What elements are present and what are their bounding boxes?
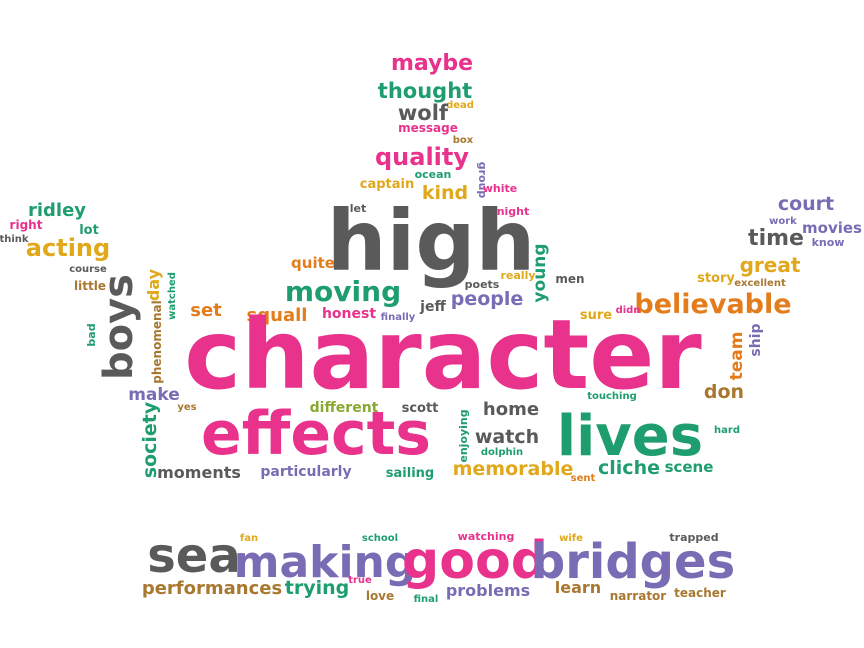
word-lives: lives <box>557 404 703 469</box>
word-kind: kind <box>422 182 468 204</box>
word-watching: watching <box>458 530 515 543</box>
word-group: group <box>476 162 489 199</box>
word-team: team <box>727 332 747 381</box>
word-character: character <box>184 299 702 411</box>
word-quite: quite <box>291 254 335 272</box>
word-men: men <box>555 272 584 286</box>
word-time: time <box>748 226 804 251</box>
word-performances: performances <box>142 578 282 599</box>
word-bad: bad <box>85 323 98 346</box>
word-don: don <box>704 381 744 403</box>
word-excellent: excellent <box>734 278 786 289</box>
word-enjoying: enjoying <box>457 409 470 462</box>
word-teacher: teacher <box>674 586 726 600</box>
word-quality: quality <box>375 143 469 171</box>
word-moments: moments <box>157 463 241 482</box>
word-jeff: jeff <box>419 299 446 315</box>
word-narrator: narrator <box>610 589 667 603</box>
word-dolphin: dolphin <box>481 447 523 458</box>
word-right: right <box>10 218 43 232</box>
word-different: different <box>310 400 379 416</box>
word-final: final <box>414 594 439 605</box>
word-sailing: sailing <box>386 466 434 481</box>
word-trying: trying <box>285 577 349 599</box>
word-box: box <box>453 135 474 146</box>
word-ocean: ocean <box>415 168 452 181</box>
word-thought: thought <box>378 79 472 103</box>
word-people: people <box>451 288 524 310</box>
word-court: court <box>778 193 834 215</box>
word-memorable: memorable <box>453 458 574 480</box>
word-set: set <box>190 300 222 321</box>
word-fan: fan <box>240 533 258 544</box>
word-work: work <box>769 216 797 227</box>
word-night: night <box>497 205 530 218</box>
word-young: young <box>530 243 550 302</box>
word-wife: wife <box>559 533 583 544</box>
word-problems: problems <box>446 581 530 600</box>
word-believable: believable <box>634 289 791 320</box>
word-finally: finally <box>381 312 416 323</box>
word-watched: watched <box>167 272 178 320</box>
word-learn: learn <box>555 578 601 597</box>
word-dead: dead <box>446 100 474 111</box>
word-sure: sure <box>580 308 612 323</box>
word-making: making <box>234 537 417 588</box>
word-ridley: ridley <box>28 200 86 221</box>
word-hard: hard <box>714 425 740 436</box>
word-movies: movies <box>802 219 862 237</box>
word-yes: yes <box>177 402 196 413</box>
word-captain: captain <box>360 177 414 192</box>
word-course: course <box>69 264 107 275</box>
word-good: good <box>402 531 548 591</box>
word-school: school <box>362 533 398 544</box>
word-boys: boys <box>96 274 142 380</box>
word-let: let <box>350 202 367 215</box>
word-didn: didn <box>616 305 641 316</box>
word-sea: sea <box>147 528 241 584</box>
word-great: great <box>740 253 801 277</box>
word-message: message <box>398 121 458 135</box>
word-bridges: bridges <box>531 534 735 590</box>
word-white: white <box>483 182 517 195</box>
word-scene: scene <box>665 458 714 476</box>
word-acting: acting <box>26 234 110 262</box>
word-watch: watch <box>475 426 539 448</box>
word-really: really <box>500 269 535 282</box>
word-sent: sent <box>571 473 596 484</box>
word-make: make <box>128 385 180 405</box>
word-moving: moving <box>285 275 401 308</box>
word-think: think <box>0 234 29 245</box>
word-love: love <box>366 589 394 603</box>
word-wolf: wolf <box>398 101 449 125</box>
word-particularly: particularly <box>260 464 351 480</box>
word-lot: lot <box>79 223 99 238</box>
word-society: society <box>139 401 161 478</box>
word-phenomenal: phenomenal <box>150 300 164 383</box>
word-story: story <box>697 271 735 286</box>
word-poets: poets <box>465 278 500 291</box>
word-maybe: maybe <box>391 51 473 76</box>
word-trapped: trapped <box>669 531 718 544</box>
word-day: day <box>144 268 163 301</box>
word-true: true <box>348 575 372 586</box>
word-effects: effects <box>201 399 431 469</box>
word-high: high <box>327 192 536 290</box>
word-home: home <box>483 399 539 420</box>
word-squall: squall <box>247 305 308 326</box>
word-little: little <box>74 279 106 293</box>
word-cliche: cliche <box>598 457 660 479</box>
word-scott: scott <box>402 401 439 416</box>
word-touching: touching <box>587 391 637 402</box>
word-know: know <box>812 236 845 249</box>
word-honest: honest <box>322 306 376 322</box>
word-ship: ship <box>748 323 764 356</box>
